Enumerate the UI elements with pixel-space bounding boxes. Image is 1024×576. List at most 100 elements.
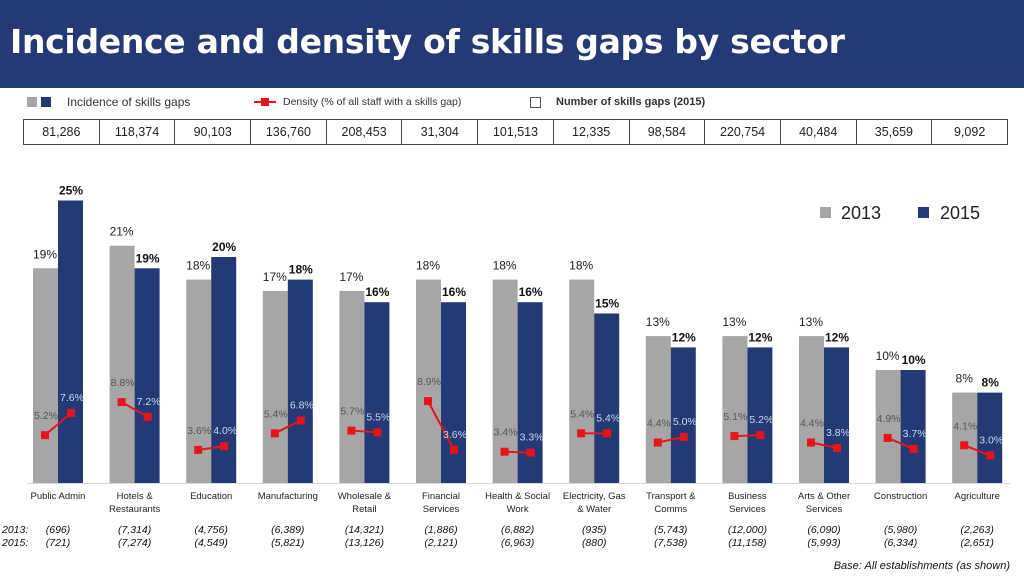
density-point-2013 <box>883 433 892 442</box>
title-bar: Incidence and density of skills gaps by … <box>0 0 1024 88</box>
legend-swatch-2013 <box>27 97 37 107</box>
density-point-2015 <box>296 416 305 425</box>
table-cell: 40,484 <box>779 119 857 145</box>
bar-label-2013: 13% <box>646 315 670 329</box>
table-cell: 12,335 <box>552 119 630 145</box>
bar-2013 <box>416 279 441 483</box>
density-line-segment <box>887 436 914 450</box>
base-size-2015: (11,158) <box>728 537 766 549</box>
density-point-2013 <box>960 441 969 450</box>
base-size-2013: (14,321) <box>345 524 384 536</box>
category-label: Services <box>806 504 843 515</box>
density-line-segment <box>504 450 531 454</box>
category-label: Construction <box>874 491 927 502</box>
density-point-2013 <box>653 438 662 447</box>
top-legend: Incidence of skills gaps Density (% of a… <box>0 95 1024 112</box>
base-size-2013: (7,314) <box>118 524 151 536</box>
base-size-2013: (696) <box>46 524 71 536</box>
base-size-2013: (6,882) <box>501 524 534 536</box>
bar-label-2013: 18% <box>569 259 593 273</box>
density-point-2013 <box>577 429 586 438</box>
base-size-2015: (7,274) <box>118 537 151 549</box>
bar-2013 <box>262 290 288 483</box>
number-checkbox-icon <box>530 97 541 108</box>
bar-2015 <box>134 268 160 483</box>
density-label-2013: 5.4% <box>264 408 288 420</box>
bar-2013 <box>33 268 58 483</box>
base-size-2015: (880) <box>582 537 607 549</box>
base-size-2015: (2,651) <box>961 537 994 549</box>
bar-2015 <box>58 200 83 483</box>
base-size-2013: (4,756) <box>195 524 228 536</box>
base-row-label-2013: 2013: <box>1 524 28 536</box>
density-label-2015: 5.4% <box>596 412 620 424</box>
density-label-2013: 3.6% <box>187 425 211 437</box>
density-label-2013: 8.8% <box>111 377 135 389</box>
category-label: Financial <box>422 491 460 502</box>
density-label-2015: 3.3% <box>520 432 544 444</box>
bar-2015 <box>824 347 849 483</box>
table-cell: 9,092 <box>931 119 1008 145</box>
density-line-segment <box>44 412 72 436</box>
density-label-2013: 5.7% <box>340 406 364 418</box>
density-point-2015 <box>909 444 918 453</box>
base-size-2015: (4,549) <box>195 537 228 549</box>
density-point-2015 <box>143 412 152 421</box>
legend-label-2013: 2013 <box>841 203 881 223</box>
bar-2013 <box>569 279 595 483</box>
bar-label-2013: 18% <box>416 259 440 273</box>
category-label: Public Admin <box>31 491 86 502</box>
density-point-2013 <box>500 447 509 456</box>
bar-label-2015: 16% <box>365 285 389 299</box>
table-cell: 118,374 <box>98 119 176 145</box>
bar-label-2013: 18% <box>186 259 210 273</box>
bar-label-2013: 13% <box>799 315 823 329</box>
bar-label-2013: 8% <box>956 372 974 386</box>
category-label: Comms <box>654 504 687 515</box>
bar-label-2015: 12% <box>748 330 772 344</box>
density-label-2015: 4.0% <box>213 425 237 437</box>
density-line-segment <box>198 445 225 451</box>
base-size-2013: (6,389) <box>271 524 304 536</box>
legend-number-label: Number of skills gaps (2015) <box>556 96 706 108</box>
base-size-2013: (935) <box>582 524 607 536</box>
bar-label-2015: 12% <box>825 330 849 344</box>
density-line-segment <box>427 400 455 451</box>
category-label: Services <box>423 504 460 515</box>
category-label: Manufacturing <box>258 491 318 502</box>
bar-label-2015: 16% <box>442 285 466 299</box>
category-label: & Water <box>577 504 611 515</box>
bar-label-2013: 18% <box>493 259 517 273</box>
category-label: Hotels & <box>117 491 154 502</box>
bar-label-2013: 17% <box>263 270 287 284</box>
bar-2013 <box>722 336 748 483</box>
category-label: Agriculture <box>954 491 999 502</box>
density-point-2015 <box>450 445 458 454</box>
bar-2015 <box>364 302 390 483</box>
density-point-2013 <box>41 431 49 440</box>
density-point-2015 <box>67 409 75 418</box>
bar-2013 <box>339 290 365 483</box>
density-label-2015: 5.0% <box>673 416 697 428</box>
category-label: Electricity, Gas <box>563 491 626 502</box>
legend-density-label: Density (% of all staff with a skills ga… <box>283 96 462 108</box>
bar-2015 <box>977 392 1003 483</box>
density-point-2015 <box>986 451 995 460</box>
page-title: Incidence and density of skills gaps by … <box>10 22 845 61</box>
density-line-segment <box>963 444 991 457</box>
density-label-2015: 7.6% <box>60 392 84 404</box>
bar-2015 <box>441 302 466 483</box>
density-label-2013: 5.4% <box>570 408 594 420</box>
bar-label-2015: 15% <box>595 297 619 311</box>
density-point-2015 <box>756 431 765 440</box>
bar-2015 <box>900 370 926 483</box>
bar-label-2015: 8% <box>982 376 1000 390</box>
density-label-2015: 3.8% <box>826 427 850 439</box>
bar-label-2013: 17% <box>339 270 363 284</box>
legend-label-2015: 2015 <box>940 203 980 223</box>
bar-label-2015: 20% <box>212 240 236 254</box>
base-note: Base: All establishments (as shown) <box>833 560 1010 572</box>
base-size-2015: (2,121) <box>424 537 457 549</box>
category-label: Transport & <box>646 491 696 502</box>
density-point-2013 <box>117 398 126 407</box>
